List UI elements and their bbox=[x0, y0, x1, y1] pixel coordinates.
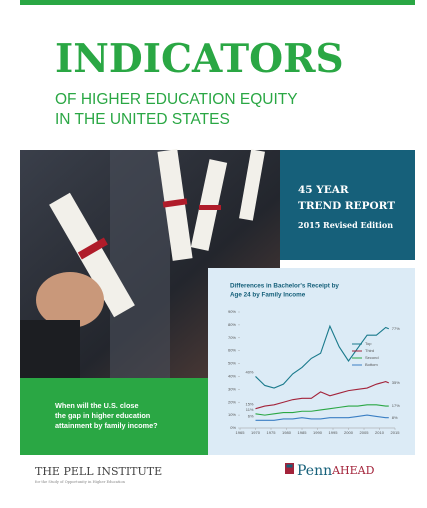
chart-title: Age 24 by Family Income bbox=[230, 292, 306, 299]
end-label: 77% bbox=[392, 326, 400, 331]
x-tick-label: 1990 bbox=[313, 430, 323, 435]
y-tick-label: 10% bbox=[228, 412, 236, 417]
top-bar bbox=[20, 0, 415, 5]
legend-label: Bottom bbox=[365, 362, 378, 367]
chart-title: Differences in Bachelor's Receipt by bbox=[230, 283, 339, 290]
legend-label: Top bbox=[365, 341, 372, 346]
footer-left-sub: for the Study of Opportunity in Higher E… bbox=[35, 480, 126, 484]
x-tick-label: 2005 bbox=[360, 430, 370, 435]
y-tick-label: 70% bbox=[228, 335, 236, 340]
start-label: 11% bbox=[246, 407, 254, 412]
y-tick-label: 30% bbox=[228, 386, 236, 391]
report-line: TREND REPORT bbox=[298, 200, 395, 212]
footer-left: THE PELL INSTITUTE bbox=[35, 465, 162, 478]
y-tick-label: 90% bbox=[228, 309, 236, 314]
x-tick-label: 1995 bbox=[329, 430, 339, 435]
cover: INDICATORS OF HIGHER EDUCATION EQUITY IN… bbox=[0, 0, 427, 508]
penn-shield-top bbox=[287, 465, 293, 468]
question-line: When will the U.S. close bbox=[55, 401, 139, 410]
y-tick-label: 20% bbox=[228, 399, 236, 404]
end-label: 8% bbox=[392, 415, 398, 420]
y-tick-label: 60% bbox=[228, 348, 236, 353]
start-label: 40% bbox=[245, 370, 253, 375]
subtitle: OF HIGHER EDUCATION EQUITY bbox=[55, 91, 298, 108]
x-tick-label: 1985 bbox=[298, 430, 308, 435]
legend-label: Second bbox=[365, 355, 379, 360]
title: INDICATORS bbox=[55, 36, 344, 82]
y-tick-label: 40% bbox=[228, 374, 236, 379]
question-line: attainment by family income? bbox=[55, 421, 158, 430]
report-line: 45 YEAR bbox=[298, 184, 349, 196]
x-tick-label: 2010 bbox=[375, 430, 385, 435]
end-label: 35% bbox=[392, 380, 400, 385]
x-tick-label: 1975 bbox=[267, 430, 277, 435]
y-tick-label: 80% bbox=[228, 322, 236, 327]
footer-right: PennAHEAD bbox=[297, 463, 375, 479]
x-tick-label: 2000 bbox=[344, 430, 354, 435]
penn-ahead: AHEAD bbox=[331, 464, 375, 477]
x-tick-label: 1980 bbox=[282, 430, 292, 435]
x-tick-label: 2015 bbox=[391, 430, 401, 435]
start-label: 6% bbox=[248, 413, 254, 418]
end-label: 17% bbox=[392, 403, 400, 408]
legend-label: Third bbox=[365, 348, 374, 353]
x-tick-label: 1965 bbox=[236, 430, 246, 435]
y-tick-label: 50% bbox=[228, 361, 236, 366]
subtitle: IN THE UNITED STATES bbox=[55, 111, 230, 128]
edition: 2015 Revised Edition bbox=[298, 220, 393, 230]
penn-mark: Penn bbox=[297, 463, 332, 479]
x-tick-label: 1970 bbox=[251, 430, 261, 435]
question-line: the gap in higher education bbox=[55, 411, 150, 420]
